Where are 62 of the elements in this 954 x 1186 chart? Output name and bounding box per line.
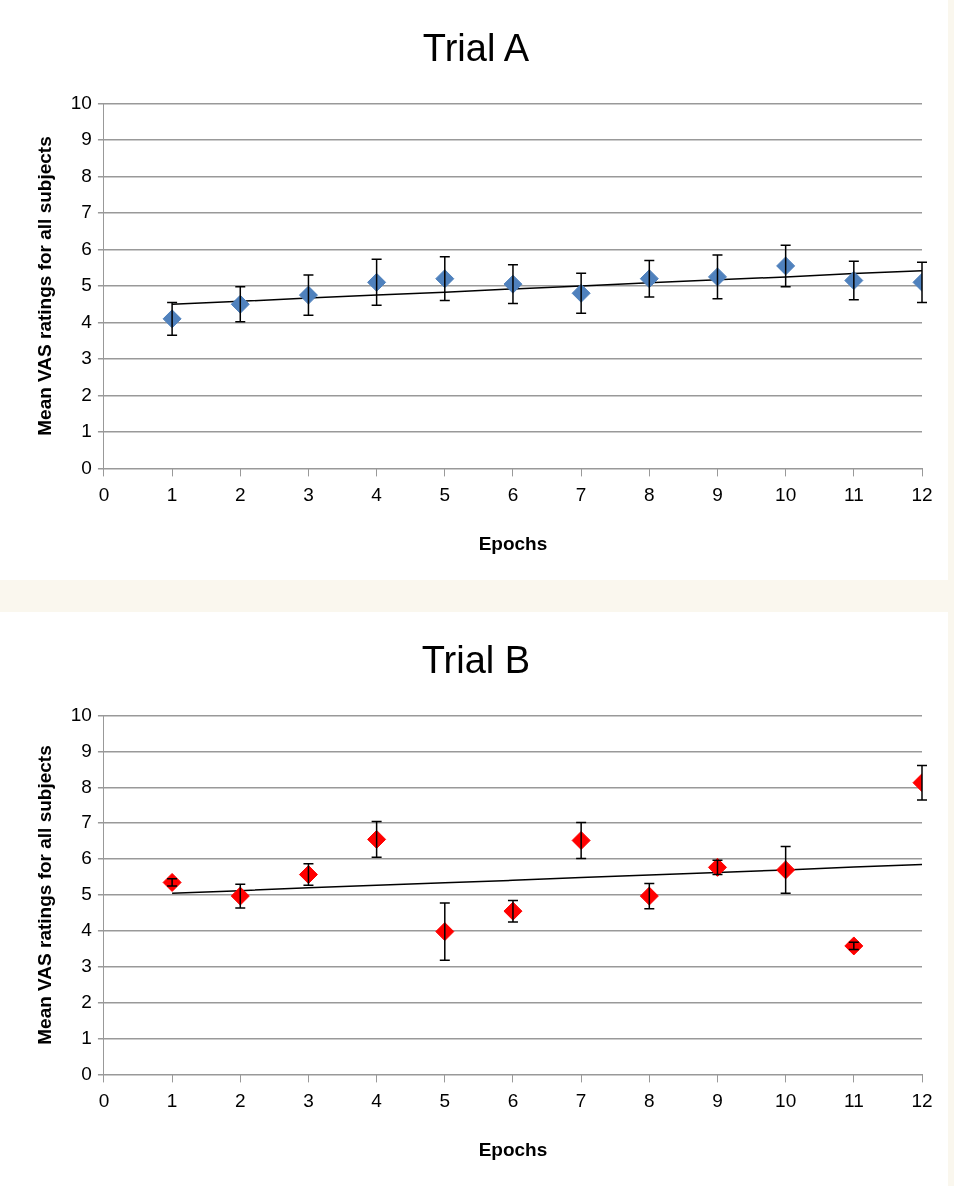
- x-tick-label: 5: [439, 484, 451, 506]
- x-tick-label: 3: [303, 484, 314, 506]
- y-tick-label: 6: [81, 847, 92, 869]
- x-tick-label: 12: [911, 484, 933, 506]
- x-tick-label: 4: [371, 1090, 383, 1112]
- point: [707, 267, 727, 287]
- x-axis-title: Epochs: [478, 532, 548, 554]
- chart-title: Trial A: [422, 27, 530, 70]
- x-tick-label: 12: [911, 1090, 933, 1112]
- x-tick-label: 5: [439, 1090, 451, 1112]
- point: [230, 294, 250, 314]
- x-tick-label: 8: [644, 484, 655, 506]
- y-tick-label: 8: [81, 775, 92, 797]
- y-tick-label: 7: [81, 811, 92, 833]
- x-tick-label: 11: [843, 484, 864, 506]
- y-tick-label: 6: [81, 237, 92, 259]
- x-tick-label: 6: [507, 484, 519, 506]
- x-tick-label: 7: [575, 484, 587, 506]
- x-tick-label: 0: [98, 1090, 110, 1112]
- point: [844, 936, 864, 956]
- y-tick-label: 4: [81, 310, 93, 332]
- y-tick-label: 10: [70, 703, 92, 725]
- y-tick-label: 0: [81, 1062, 92, 1084]
- y-tick-label: 5: [81, 274, 92, 296]
- x-axis-title: Epochs: [478, 1138, 548, 1160]
- x-tick-label: 9: [712, 1090, 723, 1112]
- chart-title: Trial B: [421, 639, 531, 682]
- y-tick-label: 1: [81, 420, 92, 442]
- y-axis-title: Mean VAS ratings for all subjects: [33, 136, 55, 436]
- x-tick-label: 2: [234, 1090, 246, 1112]
- y-tick-label: 0: [81, 456, 92, 478]
- y-tick-label: 9: [81, 128, 92, 150]
- point: [639, 886, 659, 906]
- x-tick-label: 4: [371, 484, 383, 506]
- x-tick-label: 0: [98, 484, 110, 506]
- y-tick-label: 3: [81, 954, 92, 976]
- y-tick-label: 3: [81, 347, 92, 369]
- y-tick-label: 9: [81, 739, 92, 761]
- x-tick-label: 9: [712, 484, 723, 506]
- point: [230, 886, 250, 906]
- y-tick-label: 2: [81, 383, 92, 405]
- y-tick-label: 5: [81, 883, 92, 905]
- y-tick-label: 7: [81, 201, 92, 223]
- point: [162, 872, 182, 892]
- x-tick-label: 6: [507, 1090, 519, 1112]
- point: [298, 285, 318, 305]
- x-tick-label: 3: [303, 1090, 314, 1112]
- y-tick-label: 8: [81, 164, 92, 186]
- y-tick-label: 4: [81, 919, 93, 941]
- x-tick-label: 1: [166, 1090, 178, 1112]
- y-tick-label: 1: [81, 1026, 92, 1048]
- x-tick-label: 10: [775, 484, 797, 506]
- y-axis-title: Mean VAS ratings for all subjects: [33, 745, 55, 1045]
- x-tick-label: 1: [166, 484, 178, 506]
- x-tick-label: 11: [843, 1090, 864, 1112]
- x-tick-label: 8: [644, 1090, 655, 1112]
- y-tick-label: 2: [81, 990, 92, 1012]
- y-tick-label: 10: [70, 91, 92, 113]
- x-tick-label: 2: [234, 484, 246, 506]
- x-tick-label: 7: [575, 1090, 587, 1112]
- x-tick-label: 10: [775, 1090, 797, 1112]
- point: [639, 269, 659, 289]
